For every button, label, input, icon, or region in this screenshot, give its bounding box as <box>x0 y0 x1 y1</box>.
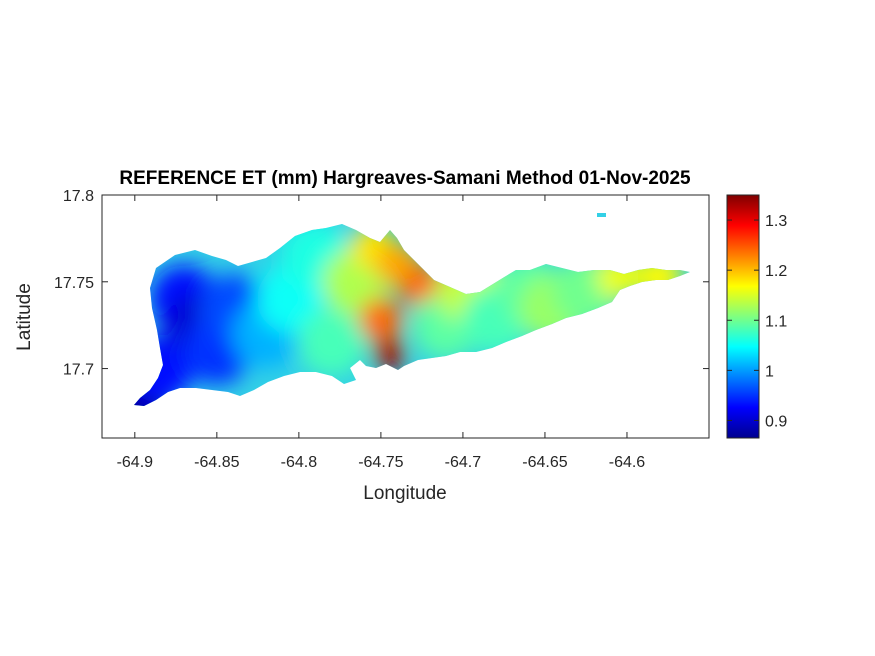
colorbar-tick-label: 1.1 <box>765 313 787 330</box>
heatmap-surface <box>134 224 690 406</box>
heatmap-point-22 <box>596 254 641 299</box>
y-axis-label: Latitude <box>14 283 35 351</box>
y-tick-label: 17.7 <box>63 362 94 379</box>
x-tick-label: -64.65 <box>522 454 567 471</box>
heatmap-point-23 <box>637 254 682 299</box>
x-tick-label: -64.8 <box>281 454 318 471</box>
y-tick-label: 17.8 <box>63 188 94 205</box>
heatmap-point-12 <box>358 298 403 342</box>
y-axis: 17.7 17.75 17.8 <box>54 188 709 379</box>
plot-area-frame <box>101 194 710 439</box>
heatmap-point-9 <box>297 308 366 377</box>
x-axis: -64.9 -64.85 -64.8 -64.75 -64.7 -64.65 -64.6 <box>117 195 646 471</box>
colorbar-tick-label: 0.9 <box>765 413 787 430</box>
x-tick-label: -64.85 <box>194 454 239 471</box>
x-tick-label: -64.7 <box>445 454 482 471</box>
heatmap-blobs <box>134 224 682 406</box>
colorbar <box>726 194 760 439</box>
colorbar-ticks: 0.9 1 1.1 1.2 1.3 <box>727 213 787 430</box>
chart-title: REFERENCE ET (mm) Hargreaves-Samani Meth… <box>119 168 691 189</box>
heatmap-point-13 <box>373 338 406 371</box>
colorbar-tick-label: 1.2 <box>765 263 787 280</box>
islet <box>597 213 606 217</box>
x-tick-label: -64.6 <box>609 454 646 471</box>
x-tick-label: -64.75 <box>358 454 403 471</box>
y-tick-label: 17.75 <box>54 275 94 292</box>
x-axis-label: Longitude <box>363 483 446 504</box>
colorbar-tick-label: 1.3 <box>765 213 787 230</box>
x-tick-label: -64.9 <box>117 454 154 471</box>
colorbar-tick-label: 1 <box>765 363 774 380</box>
